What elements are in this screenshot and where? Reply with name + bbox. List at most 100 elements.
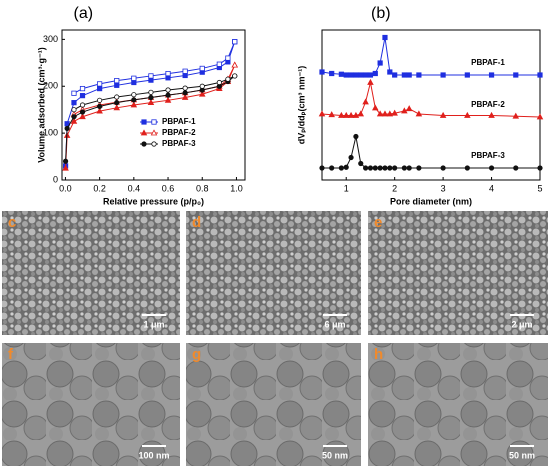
x-tick-label: 5 xyxy=(537,183,542,193)
series-line xyxy=(321,82,541,118)
series-line xyxy=(322,136,540,169)
marker xyxy=(381,110,389,117)
panel-letter: d xyxy=(192,214,201,231)
marker xyxy=(367,78,374,85)
marker xyxy=(232,73,238,79)
marker xyxy=(114,78,120,84)
series-label: PBPAF-3 xyxy=(471,151,505,160)
legend-marker xyxy=(151,141,157,147)
tem-image xyxy=(368,343,548,466)
plot-frame xyxy=(61,29,246,181)
marker xyxy=(70,117,78,124)
x-tick-label: 1 xyxy=(344,183,349,193)
marker xyxy=(353,133,359,140)
x-tick-label: 0.2 xyxy=(93,183,106,193)
legend-marker xyxy=(140,129,148,136)
y-axis-label: dVₚ/ddₚ(cm³ nm⁻¹) xyxy=(296,66,306,144)
marker xyxy=(96,107,103,114)
marker xyxy=(376,110,384,117)
legend-label: PBPAF-1 xyxy=(162,117,196,126)
marker xyxy=(406,72,412,78)
marker xyxy=(372,70,378,77)
sem-image xyxy=(2,211,180,335)
marker xyxy=(79,85,86,92)
marker xyxy=(216,79,222,86)
marker xyxy=(352,111,360,118)
marker xyxy=(182,85,188,91)
marker xyxy=(513,72,519,78)
x-axis-label: Pore diameter (nm) xyxy=(390,196,472,206)
scale-label: 50 nm xyxy=(509,450,535,460)
legend-label: PBPAF-2 xyxy=(162,128,196,137)
marker xyxy=(348,72,354,78)
marker xyxy=(199,83,205,89)
marker xyxy=(181,93,189,100)
marker xyxy=(338,165,344,171)
marker xyxy=(387,69,393,75)
marker xyxy=(232,39,238,45)
marker xyxy=(79,102,86,108)
marker xyxy=(71,90,77,96)
legend-label: PBPAF-3 xyxy=(162,139,196,148)
marker xyxy=(71,100,77,106)
series-line xyxy=(321,37,540,76)
y-tick-label: 0 xyxy=(53,174,58,184)
marker xyxy=(62,164,69,171)
marker xyxy=(537,72,543,78)
marker xyxy=(328,111,335,118)
marker xyxy=(440,72,446,78)
y-tick-label: 200 xyxy=(43,81,58,91)
marker xyxy=(131,92,137,98)
marker xyxy=(464,111,471,118)
marker xyxy=(372,165,378,171)
marker xyxy=(392,165,398,171)
x-tick-label: 0.8 xyxy=(196,183,209,193)
x-tick-label: 3 xyxy=(441,183,446,193)
marker xyxy=(131,79,137,86)
panel-letter: c xyxy=(8,214,16,231)
marker xyxy=(406,165,412,171)
marker xyxy=(231,61,239,68)
marker xyxy=(113,104,121,111)
marker xyxy=(372,104,379,111)
sem-image xyxy=(368,211,548,335)
marker xyxy=(382,165,388,171)
marker xyxy=(401,107,408,114)
scale-label: 2 μm xyxy=(511,319,532,329)
marker xyxy=(97,97,103,103)
y-tick-label: 100 xyxy=(43,128,58,138)
panel-label: (b) xyxy=(371,5,391,22)
marker xyxy=(488,72,495,78)
marker xyxy=(362,98,369,105)
marker xyxy=(225,76,231,82)
marker xyxy=(342,111,350,118)
marker xyxy=(401,72,407,78)
marker xyxy=(165,87,171,93)
marker xyxy=(358,72,364,78)
marker xyxy=(182,68,188,74)
series-label: PBPAF-2 xyxy=(471,100,505,109)
marker xyxy=(348,154,354,161)
marker xyxy=(353,72,359,78)
legend-marker xyxy=(150,129,158,136)
legend-marker xyxy=(151,119,157,125)
marker xyxy=(343,72,349,78)
marker xyxy=(367,72,374,78)
marker xyxy=(401,165,407,171)
marker xyxy=(148,89,154,95)
scale-label: 6 μm xyxy=(324,319,345,329)
marker xyxy=(513,165,519,171)
marker xyxy=(464,72,470,78)
legend-marker xyxy=(141,141,147,147)
panel-letter: f xyxy=(8,346,14,363)
marker xyxy=(71,107,77,113)
marker xyxy=(367,165,374,171)
marker xyxy=(536,113,544,120)
marker xyxy=(405,105,413,112)
tem-image xyxy=(2,343,180,466)
x-axis-label: Relative pressure (p/p₀) xyxy=(103,196,204,206)
marker xyxy=(165,70,171,77)
marker xyxy=(537,165,543,171)
marker xyxy=(357,110,365,117)
marker xyxy=(377,60,383,66)
